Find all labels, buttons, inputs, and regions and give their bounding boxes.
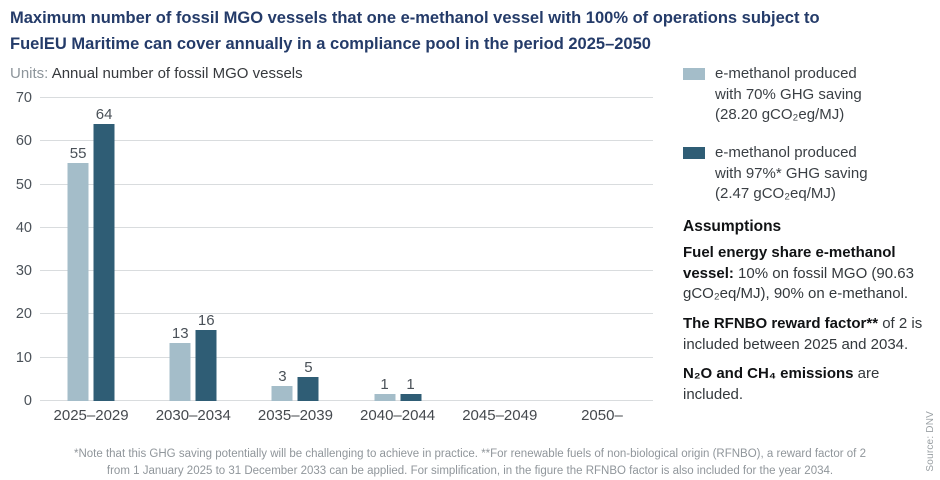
assumption-rfnbo: The RFNBO reward factor** of 2 is includ… — [683, 314, 935, 355]
bar-column: 64 — [93, 98, 115, 401]
category-group: 55 64 — [40, 98, 142, 401]
bar — [67, 162, 89, 401]
category-group: 13 16 — [142, 98, 244, 401]
bar-value-label: 16 — [197, 312, 215, 330]
footnote: *Note that this GHG saving potentially w… — [74, 448, 866, 477]
bar-column: 3 — [271, 98, 293, 401]
x-tick-label: 2050– — [581, 407, 623, 424]
assumption-emissions: N₂O and CH₄ emissions are included. — [683, 364, 935, 405]
bar-column: 13 — [169, 98, 191, 401]
bar-column: 16 — [195, 98, 217, 401]
legend-swatch-dark — [683, 147, 705, 160]
bar — [271, 385, 293, 401]
assumptions-panel: Assumptions Fuel energy share e-methanol… — [683, 218, 935, 415]
gridline — [40, 356, 653, 358]
bar-column — [578, 98, 599, 401]
y-tick-label: 20 — [15, 306, 32, 323]
x-tick-label: 2040–2044 — [360, 407, 436, 424]
assumption-rest: 10% on fossil MGO (90.63 gCO₂eq/MJ), 90%… — [683, 264, 914, 303]
bar-column: 5 — [297, 98, 319, 401]
bar-value-label: 5 — [304, 359, 313, 377]
bar — [93, 123, 115, 401]
units-text: Annual number of fossil MGO vessels — [51, 65, 303, 82]
gridline — [40, 400, 653, 401]
bar-column: 1 — [400, 98, 422, 401]
title-line-2: FuelEU Maritime can cover annually in a … — [10, 34, 651, 53]
x-axis: 2025–2029 2030–2034 2035–2039 2040–2044 2045… — [40, 407, 653, 427]
y-axis: 0 10 20 30 40 50 60 70 — [0, 90, 32, 409]
gridline — [40, 313, 653, 315]
bar-value-label: 1 — [406, 375, 415, 393]
assumption-rest: are included. — [683, 365, 880, 404]
title-line-1: Maximum number of fossil MGO vessels tha… — [10, 9, 820, 27]
bar-value-label: 64 — [95, 105, 113, 123]
legend-item-70pct: e-methanol produced with 70% GHG saving … — [683, 64, 933, 126]
bar — [374, 393, 396, 401]
legend: e-methanol produced with 70% GHG saving … — [683, 64, 933, 222]
gridline — [40, 226, 653, 228]
bar-value-label: 3 — [278, 367, 287, 385]
y-tick-label: 70 — [15, 90, 32, 106]
y-tick-label: 60 — [15, 133, 32, 150]
bar — [169, 342, 191, 401]
bar-pair: 55 64 — [67, 98, 115, 401]
category-group — [449, 98, 551, 401]
bar-pair — [476, 98, 523, 401]
assumption-rest: of 2 is included between 2025 and 2034. — [683, 315, 923, 353]
bar-column — [476, 98, 497, 401]
assumption-fuel-share: Fuel energy share e-methanol vessel: 10%… — [683, 243, 935, 305]
bar-value-label: 55 — [69, 144, 87, 162]
assumption-bold: Fuel energy share e-methanol vessel: — [683, 244, 896, 282]
bar-column: 1 — [374, 98, 396, 401]
legend-swatch-light — [683, 68, 705, 80]
y-tick-label: 30 — [15, 263, 32, 280]
x-tick-label: 2030–2034 — [155, 407, 231, 424]
legend-label: e-methanol produced with 97%* GHG saving… — [715, 144, 868, 203]
assumptions-heading: Assumptions — [683, 218, 782, 235]
legend-label: e-methanol produced with 70% GHG saving … — [715, 65, 862, 124]
y-tick-label: 10 — [15, 349, 32, 366]
gridline — [40, 270, 653, 272]
y-tick-label: 50 — [15, 176, 32, 193]
bar-column — [604, 98, 625, 401]
category-group — [551, 98, 653, 401]
bar — [195, 330, 217, 401]
bar-column — [502, 98, 523, 401]
units-label: Units: Annual number of fossil MGO vesse… — [10, 65, 303, 82]
assumption-bold: N₂O and CH₄ emissions — [683, 365, 854, 383]
bar-pair: 13 16 — [169, 98, 217, 401]
x-tick-label: 2045–2049 — [462, 407, 538, 424]
x-tick-label: 2035–2039 — [257, 407, 333, 424]
bar-pair — [578, 98, 625, 401]
page-title: Maximum number of fossil MGO vessels tha… — [10, 6, 850, 57]
bar-value-label: 1 — [380, 375, 389, 393]
bar-value-label: 13 — [171, 324, 189, 342]
bar — [297, 377, 319, 401]
plot-area: 55 64 13 16 3 5 1 1 — [40, 97, 653, 401]
y-tick-label: 0 — [23, 393, 32, 409]
bar — [400, 393, 422, 401]
assumption-bold: The RFNBO reward factor** — [683, 315, 879, 333]
legend-item-97pct: e-methanol produced with 97%* GHG saving… — [683, 143, 933, 205]
x-tick-label: 2025–2029 — [53, 407, 129, 424]
gridline — [40, 140, 653, 142]
bar-column: 55 — [67, 98, 89, 401]
gridline — [40, 183, 653, 185]
units-prefix: Units: — [10, 65, 52, 82]
gridline — [40, 97, 653, 98]
y-tick-label: 40 — [15, 219, 32, 236]
source-credit: Source: DNV — [925, 411, 936, 472]
